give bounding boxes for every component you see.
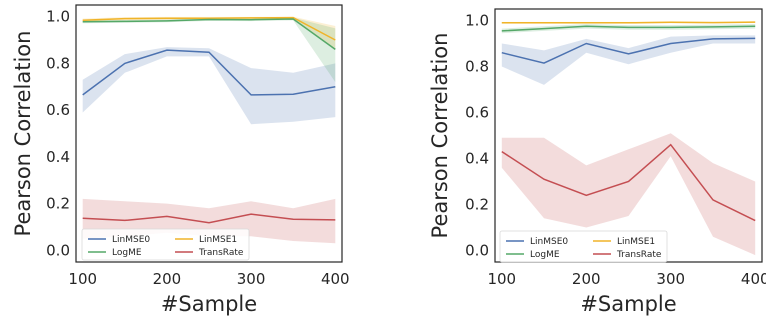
y-tick-label: 0.4	[46, 148, 70, 166]
y-tick-label: 0.8	[465, 58, 489, 76]
legend-label: LogME	[112, 248, 142, 258]
series-line-logme	[82, 18, 336, 51]
x-tick-label: 200	[572, 270, 601, 288]
legend-label: LogME	[530, 250, 560, 260]
y-tick-label: 1.0	[465, 12, 489, 30]
y-tick-label: 0.6	[465, 104, 489, 122]
right-panel: 100 200 300 400 0.0 0.2 0.4 0.6 0.8 1.0 #Sample Pea…	[428, 8, 766, 316]
series-line-transrate	[501, 143, 756, 222]
legend: LinMSE0 LinMSE1 LogME TransRate	[499, 230, 668, 263]
x-tick-label: 400	[321, 270, 350, 288]
legend-box	[499, 230, 668, 263]
x-tick-label: 400	[741, 270, 766, 288]
x-tick-label: 300	[656, 270, 685, 288]
series-line-linmse1	[501, 21, 756, 24]
ci-band-linmse0	[82, 47, 336, 125]
legend-label: TransRate	[616, 250, 662, 260]
y-axis-label: Pearson Correlation	[428, 33, 452, 239]
legend-label: LinMSE1	[617, 237, 655, 247]
ci-band-logme	[82, 17, 336, 83]
y-axis-label: Pearson Correlation	[11, 31, 35, 237]
x-axis-label: #Sample	[161, 292, 257, 316]
x-tick-label: 200	[153, 270, 182, 288]
legend-label: TransRate	[198, 248, 244, 258]
y-tick-label: 0.2	[46, 195, 70, 213]
y-tick-label: 0.2	[465, 196, 489, 214]
legend-box	[81, 228, 250, 261]
legend-label: LinMSE0	[112, 235, 150, 245]
left-panel: 100 200 300 400 0.0 0.2 0.4 0.6 0.8 1.0 #Sample Pea…	[11, 4, 350, 316]
ci-band-logme	[501, 24, 756, 34]
y-tick-label: 0.8	[46, 54, 70, 72]
x-axis-label: #Sample	[580, 292, 676, 316]
x-tick-label: 100	[487, 270, 516, 288]
y-tick-label: 0.4	[465, 150, 489, 168]
y-tick-label: 1.0	[46, 8, 70, 26]
y-tick-label: 0.0	[46, 241, 70, 259]
x-tick-label: 100	[68, 270, 97, 288]
y-tick-label: 0.0	[465, 242, 489, 260]
series-line-linmse1	[82, 16, 336, 41]
ci-band-linmse0	[501, 35, 756, 85]
ci-band-transrate	[501, 133, 756, 256]
x-tick-label: 300	[237, 270, 266, 288]
series-line-transrate	[82, 213, 336, 224]
series-line-linmse0	[501, 37, 756, 64]
legend-label: LinMSE0	[530, 237, 568, 247]
legend-label: LinMSE1	[199, 235, 237, 245]
legend: LinMSE0 LinMSE1 LogME TransRate	[81, 228, 250, 261]
series-line-logme	[501, 25, 756, 32]
series-line-linmse0	[82, 49, 336, 96]
y-tick-label: 0.6	[46, 101, 70, 119]
plot-frame	[75, 4, 343, 263]
